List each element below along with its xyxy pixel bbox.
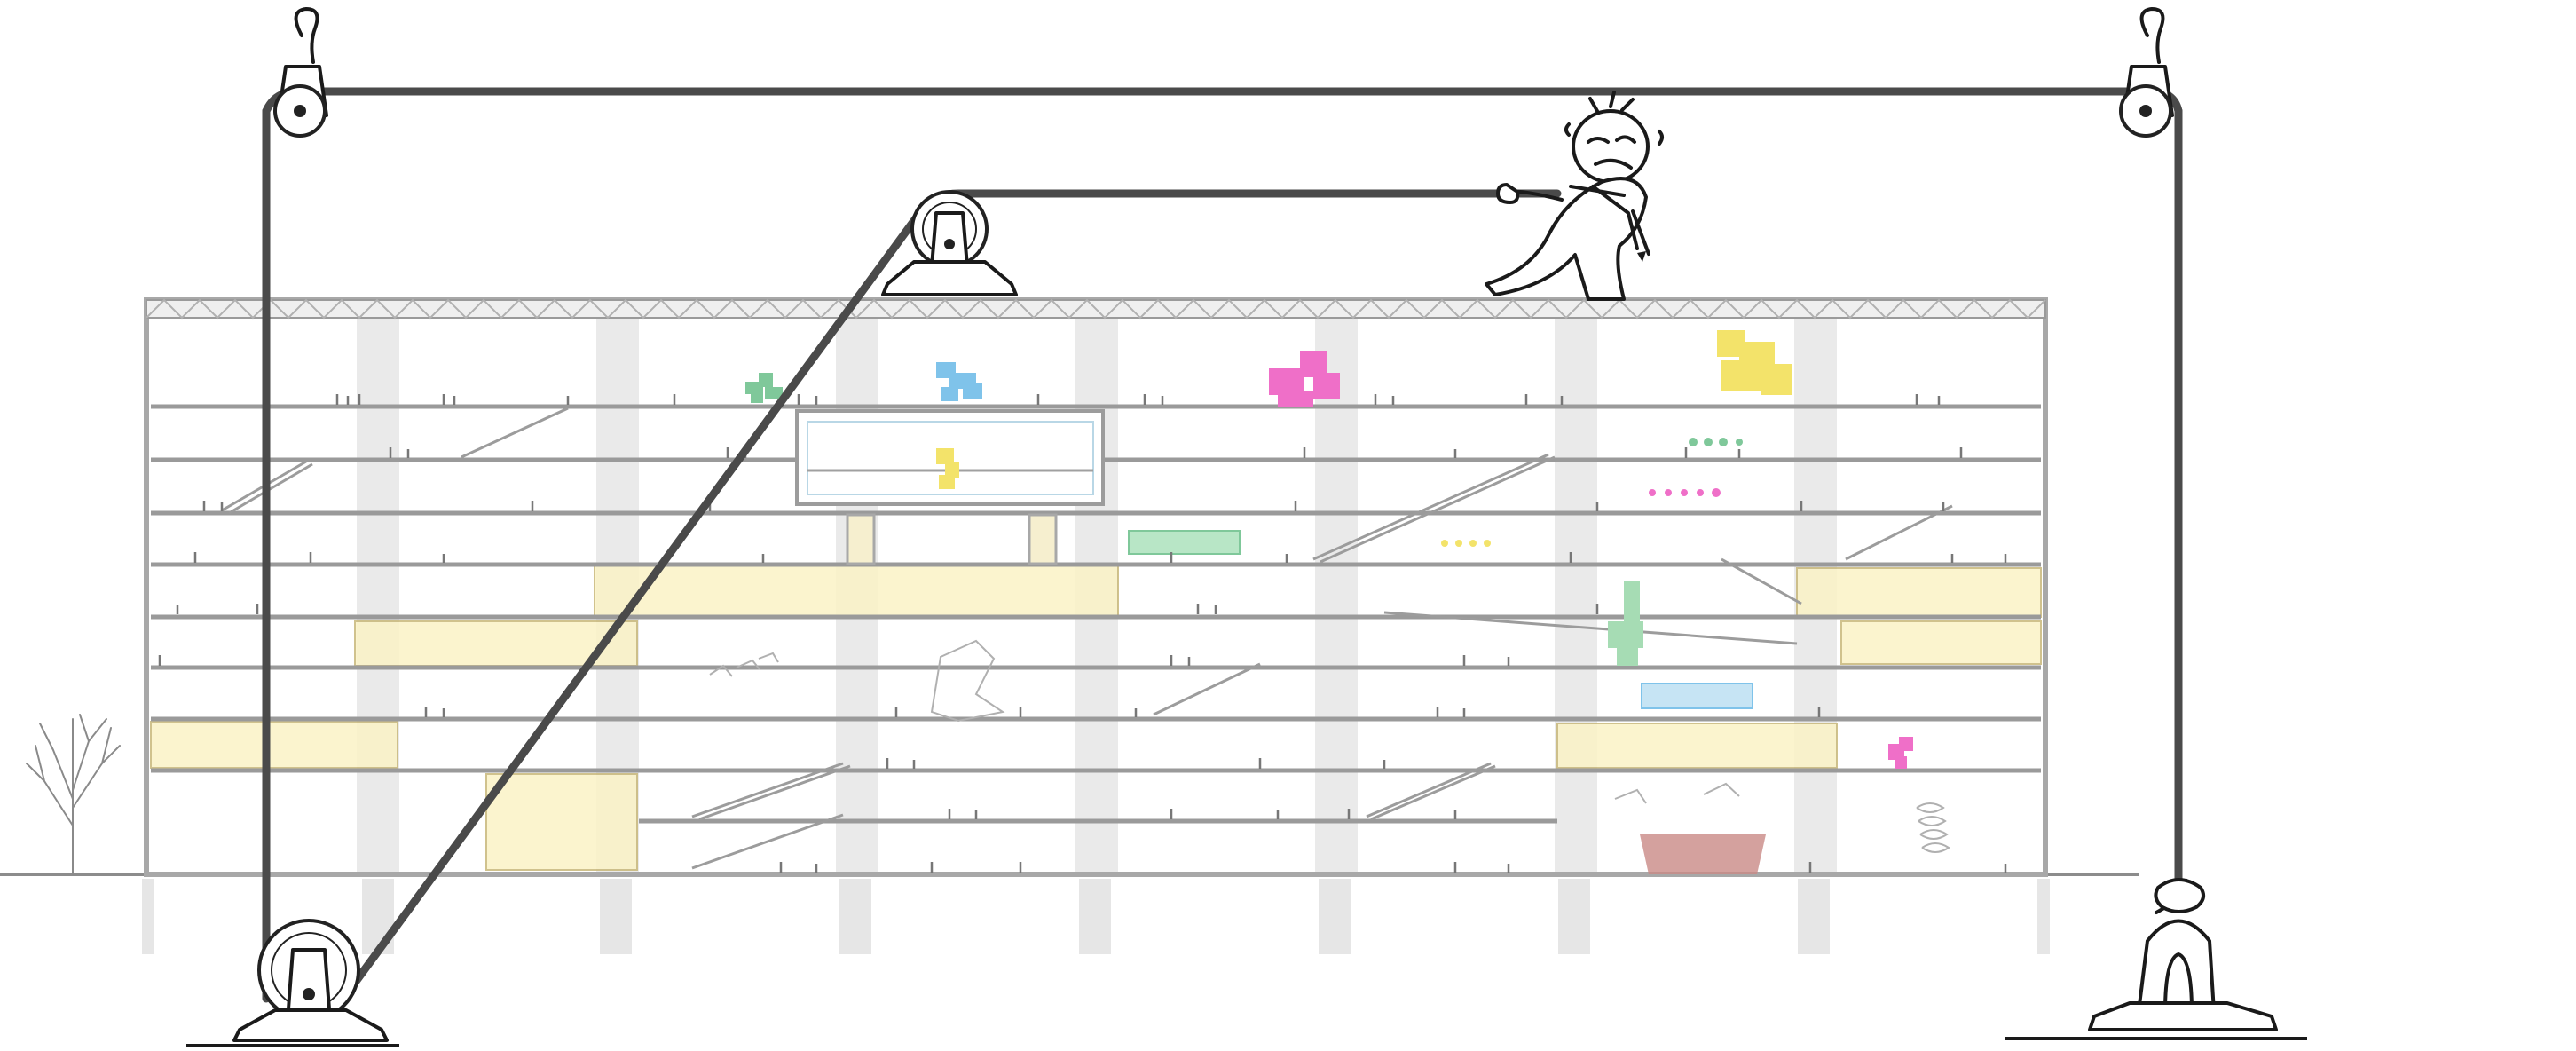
hook-icon [294, 7, 319, 64]
pixel-art-magenta [1269, 351, 1913, 769]
rope-top-span [262, 87, 2183, 115]
floor-slabs [151, 404, 2041, 824]
pixel-art-blue [936, 362, 982, 401]
building-section [144, 297, 2048, 877]
anchor-cleat-icon [2005, 878, 2307, 1040]
visitors [158, 394, 2007, 873]
hook-icon [2139, 7, 2165, 64]
red-exhibit [1640, 834, 1766, 874]
foundation-piles [142, 879, 2050, 954]
pulley-bottom-left [186, 919, 399, 1047]
pulley-top-right [2119, 7, 2174, 138]
pulley-roof [881, 190, 1018, 296]
pixel-art-yellow [936, 330, 1792, 489]
dot-row [1649, 488, 1721, 497]
roof-truss [146, 298, 2046, 320]
pixel-art-sculpture-green [1608, 581, 1643, 666]
green-screen [1128, 530, 1241, 555]
pulley-top-left [273, 7, 328, 138]
pixel-artworks [745, 330, 1913, 874]
sculpture-sketches [709, 639, 1950, 853]
cartoon-figure-icon [1485, 91, 1664, 301]
dot-row-green [1689, 438, 1743, 446]
gallery-blocks [150, 564, 2042, 871]
escalators [221, 407, 1953, 870]
tree-icon [26, 714, 121, 875]
pixel-art-green [745, 373, 783, 403]
dot-row-yellow [1441, 540, 1491, 547]
blue-screen [1641, 683, 1753, 709]
